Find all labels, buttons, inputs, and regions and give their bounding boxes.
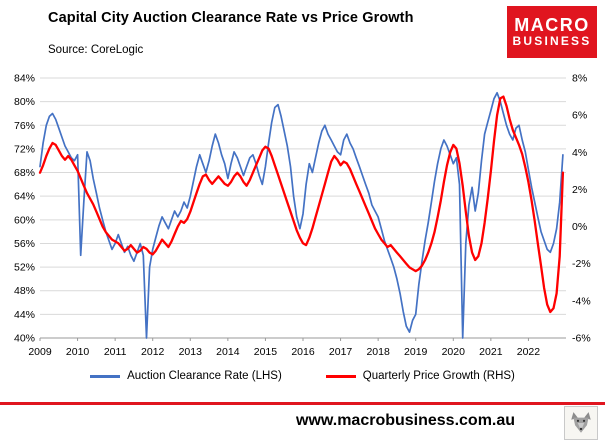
- svg-text:80%: 80%: [14, 96, 35, 108]
- svg-text:2013: 2013: [179, 346, 203, 358]
- page-title: Capital City Auction Clearance Rate vs P…: [48, 10, 414, 26]
- svg-text:2010: 2010: [66, 346, 90, 358]
- svg-text:48%: 48%: [14, 285, 35, 297]
- svg-text:-6%: -6%: [572, 333, 591, 345]
- svg-text:68%: 68%: [14, 167, 35, 179]
- logo-text-business: BUSINESS: [512, 34, 592, 49]
- website-url: www.macrobusiness.com.au: [296, 412, 516, 429]
- legend-label: Auction Clearance Rate (LHS): [127, 370, 282, 382]
- legend-swatch: [90, 374, 121, 378]
- dual-axis-line-chart: 84% 80% 76% 72% 68% 64% 60% 56% 52% 48% 44% 40% 8% 6%…: [14, 73, 591, 359]
- legend-item-price-growth: Quarterly Price Growth (RHS): [325, 370, 515, 382]
- source-label: Source: CoreLogic: [48, 44, 144, 56]
- svg-text:2022: 2022: [517, 346, 541, 358]
- clearance-vs-price-chart: 84% 80% 76% 72% 68% 64% 60% 56% 52% 48% 44% 40% 8% 6%…: [0, 66, 605, 366]
- macrobusiness-logo: MACRO BUSINESS: [507, 6, 597, 58]
- svg-text:4%: 4%: [572, 147, 587, 159]
- svg-text:40%: 40%: [14, 333, 35, 345]
- footer-divider: [0, 402, 605, 405]
- legend-swatch: [325, 374, 356, 378]
- svg-text:2009: 2009: [28, 346, 52, 358]
- svg-text:44%: 44%: [14, 309, 35, 321]
- wolf-logo-box: [564, 406, 598, 440]
- svg-text:72%: 72%: [14, 143, 35, 155]
- svg-text:2012: 2012: [141, 346, 165, 358]
- svg-text:52%: 52%: [14, 262, 35, 274]
- svg-text:2017: 2017: [329, 346, 353, 358]
- svg-text:84%: 84%: [14, 73, 35, 85]
- svg-text:0%: 0%: [572, 221, 587, 233]
- svg-text:2%: 2%: [572, 184, 587, 196]
- logo-text-macro: MACRO: [514, 15, 590, 36]
- svg-text:2015: 2015: [254, 346, 278, 358]
- svg-text:6%: 6%: [572, 110, 587, 122]
- svg-text:2016: 2016: [291, 346, 315, 358]
- chart-legend: Auction Clearance Rate (LHS) Quarterly P…: [0, 370, 605, 382]
- legend-item-clearance: Auction Clearance Rate (LHS): [90, 370, 282, 382]
- svg-text:60%: 60%: [14, 214, 35, 226]
- svg-text:2018: 2018: [366, 346, 390, 358]
- svg-text:2014: 2014: [216, 346, 240, 358]
- svg-text:2021: 2021: [479, 346, 503, 358]
- wolf-icon: [571, 412, 591, 433]
- svg-text:56%: 56%: [14, 238, 35, 250]
- svg-text:64%: 64%: [14, 191, 35, 203]
- svg-text:2011: 2011: [104, 346, 127, 358]
- svg-text:-2%: -2%: [572, 258, 591, 270]
- svg-text:2020: 2020: [442, 346, 466, 358]
- svg-text:8%: 8%: [572, 73, 587, 85]
- legend-label: Quarterly Price Growth (RHS): [362, 370, 515, 382]
- svg-text:2019: 2019: [404, 346, 428, 358]
- svg-text:-4%: -4%: [572, 295, 591, 307]
- svg-text:76%: 76%: [14, 120, 35, 132]
